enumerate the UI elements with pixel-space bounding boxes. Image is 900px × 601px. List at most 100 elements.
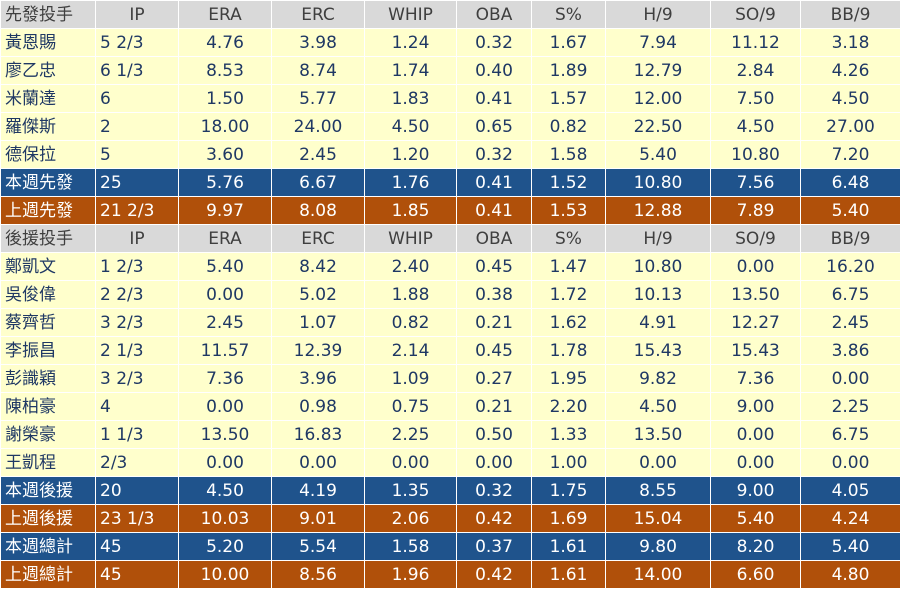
stat-cell-whip: 1.58: [364, 532, 457, 561]
stat-cell-bb9: 27.00: [800, 112, 900, 141]
stat-cell-s-pct: 1.57: [531, 84, 606, 113]
stat-cell-so9: 7.50: [710, 84, 801, 113]
stat-cell-ip: 5 2/3: [95, 28, 179, 57]
stat-cell-ip: 21 2/3: [95, 196, 179, 225]
stat-cell-oba: 0.45: [456, 252, 532, 281]
stat-cell-ip: 20: [95, 476, 179, 505]
stat-cell-whip: 1.76: [364, 168, 457, 197]
stat-cell-oba: 0.21: [456, 308, 532, 337]
section-header-label: 後援投手: [0, 224, 96, 253]
stat-cell-oba: 0.41: [456, 84, 532, 113]
stat-cell-h9: 12.79: [605, 56, 711, 85]
stat-cell-so9: 8.20: [710, 532, 801, 561]
stat-cell-s-pct: 1.69: [531, 504, 606, 533]
stat-cell-oba: 0.32: [456, 476, 532, 505]
stat-cell-whip: 2.40: [364, 252, 457, 281]
stat-cell-bb9: 4.05: [800, 476, 900, 505]
stat-cell-s-pct: 1.53: [531, 196, 606, 225]
stat-cell-h9: 13.50: [605, 420, 711, 449]
stat-cell-so9: 7.36: [710, 364, 801, 393]
pitcher-row-label: 蔡齊哲: [0, 308, 96, 337]
stat-cell-whip: 1.96: [364, 560, 457, 589]
stat-cell-bb9: 6.48: [800, 168, 900, 197]
stat-cell-s-pct: 1.75: [531, 476, 606, 505]
pitcher-row-label: 王凱程: [0, 448, 96, 477]
stat-cell-whip: 1.85: [364, 196, 457, 225]
stat-cell-era: 18.00: [178, 112, 272, 141]
pitcher-row-label: 陳柏豪: [0, 392, 96, 421]
column-header-s-pct: S%: [531, 224, 606, 253]
stat-cell-whip: 1.83: [364, 84, 457, 113]
column-header-s-pct: S%: [531, 0, 606, 29]
pitcher-row: 蔡齊哲 3 2/3 2.45 1.07 0.82 0.21 1.62 4.91 12.27 2.4…: [0, 308, 900, 337]
stat-cell-oba: 0.42: [456, 504, 532, 533]
stat-cell-h9: 15.04: [605, 504, 711, 533]
pitcher-row: 鄭凱文 1 2/3 5.40 8.42 2.40 0.45 1.47 10.80 0.00 16.…: [0, 252, 900, 281]
stat-cell-bb9: 2.45: [800, 308, 900, 337]
stat-cell-s-pct: 1.47: [531, 252, 606, 281]
stat-cell-h9: 14.00: [605, 560, 711, 589]
stat-cell-h9: 10.13: [605, 280, 711, 309]
stat-cell-era: 0.00: [178, 448, 272, 477]
pitcher-row-label: 羅傑斯: [0, 112, 96, 141]
stat-cell-era: 2.45: [178, 308, 272, 337]
stat-cell-s-pct: 1.58: [531, 140, 606, 169]
stat-cell-bb9: 6.75: [800, 280, 900, 309]
stat-cell-bb9: 7.20: [800, 140, 900, 169]
column-header-h9: H/9: [605, 224, 711, 253]
pitcher-row: 黃恩賜 5 2/3 4.76 3.98 1.24 0.32 1.67 7.94 11.12 3.1…: [0, 28, 900, 57]
stat-cell-whip: 1.09: [364, 364, 457, 393]
stat-cell-erc: 12.39: [271, 336, 365, 365]
stat-cell-erc: 4.19: [271, 476, 365, 505]
stat-cell-h9: 4.91: [605, 308, 711, 337]
stat-cell-era: 5.76: [178, 168, 272, 197]
column-header-era: ERA: [178, 0, 272, 29]
section-header-row: 先發投手 IP ERA ERC WHIP OBA S% H/9 SO/9 BB/9: [0, 0, 900, 29]
stat-cell-erc: 16.83: [271, 420, 365, 449]
stat-cell-so9: 0.00: [710, 448, 801, 477]
stat-cell-ip: 5: [95, 140, 179, 169]
stat-cell-ip: 2 2/3: [95, 280, 179, 309]
stat-cell-h9: 12.88: [605, 196, 711, 225]
stat-cell-so9: 10.80: [710, 140, 801, 169]
stat-cell-erc: 0.00: [271, 448, 365, 477]
stat-cell-h9: 0.00: [605, 448, 711, 477]
stat-cell-ip: 45: [95, 560, 179, 589]
stat-cell-s-pct: 1.61: [531, 532, 606, 561]
stat-cell-oba: 0.40: [456, 56, 532, 85]
stat-cell-whip: 0.82: [364, 308, 457, 337]
stat-cell-whip: 1.35: [364, 476, 457, 505]
stat-cell-erc: 3.98: [271, 28, 365, 57]
pitcher-row: 陳柏豪 4 0.00 0.98 0.75 0.21 2.20 4.50 9.00 2.25: [0, 392, 900, 421]
stat-cell-erc: 3.96: [271, 364, 365, 393]
stat-cell-so9: 11.12: [710, 28, 801, 57]
stat-cell-bb9: 4.26: [800, 56, 900, 85]
stat-cell-era: 5.20: [178, 532, 272, 561]
stat-cell-oba: 0.00: [456, 448, 532, 477]
column-header-ip: IP: [95, 224, 179, 253]
stat-cell-erc: 8.56: [271, 560, 365, 589]
stat-cell-bb9: 0.00: [800, 448, 900, 477]
stat-cell-ip: 1 2/3: [95, 252, 179, 281]
stat-cell-s-pct: 1.00: [531, 448, 606, 477]
column-header-whip: WHIP: [364, 0, 457, 29]
stat-cell-era: 0.00: [178, 392, 272, 421]
stat-cell-bb9: 4.24: [800, 504, 900, 533]
stat-cell-ip: 25: [95, 168, 179, 197]
stat-cell-ip: 2: [95, 112, 179, 141]
stat-cell-era: 9.97: [178, 196, 272, 225]
pitcher-row-label: 吳俊偉: [0, 280, 96, 309]
column-header-bb9: BB/9: [800, 0, 900, 29]
stat-cell-so9: 5.40: [710, 504, 801, 533]
section-header-label: 先發投手: [0, 0, 96, 29]
stat-cell-so9: 7.89: [710, 196, 801, 225]
column-header-h9: H/9: [605, 0, 711, 29]
stat-cell-oba: 0.45: [456, 336, 532, 365]
column-header-whip: WHIP: [364, 224, 457, 253]
pitcher-row: 王凱程 2/3 0.00 0.00 0.00 0.00 1.00 0.00 0.00 0.00: [0, 448, 900, 477]
stat-cell-ip: 6: [95, 84, 179, 113]
stat-cell-erc: 5.54: [271, 532, 365, 561]
summary-row: 上週後援 23 1/3 10.03 9.01 2.06 0.42 1.69 15.04 5.40…: [0, 504, 900, 533]
section-header-row: 後援投手 IP ERA ERC WHIP OBA S% H/9 SO/9 BB/9: [0, 224, 900, 253]
